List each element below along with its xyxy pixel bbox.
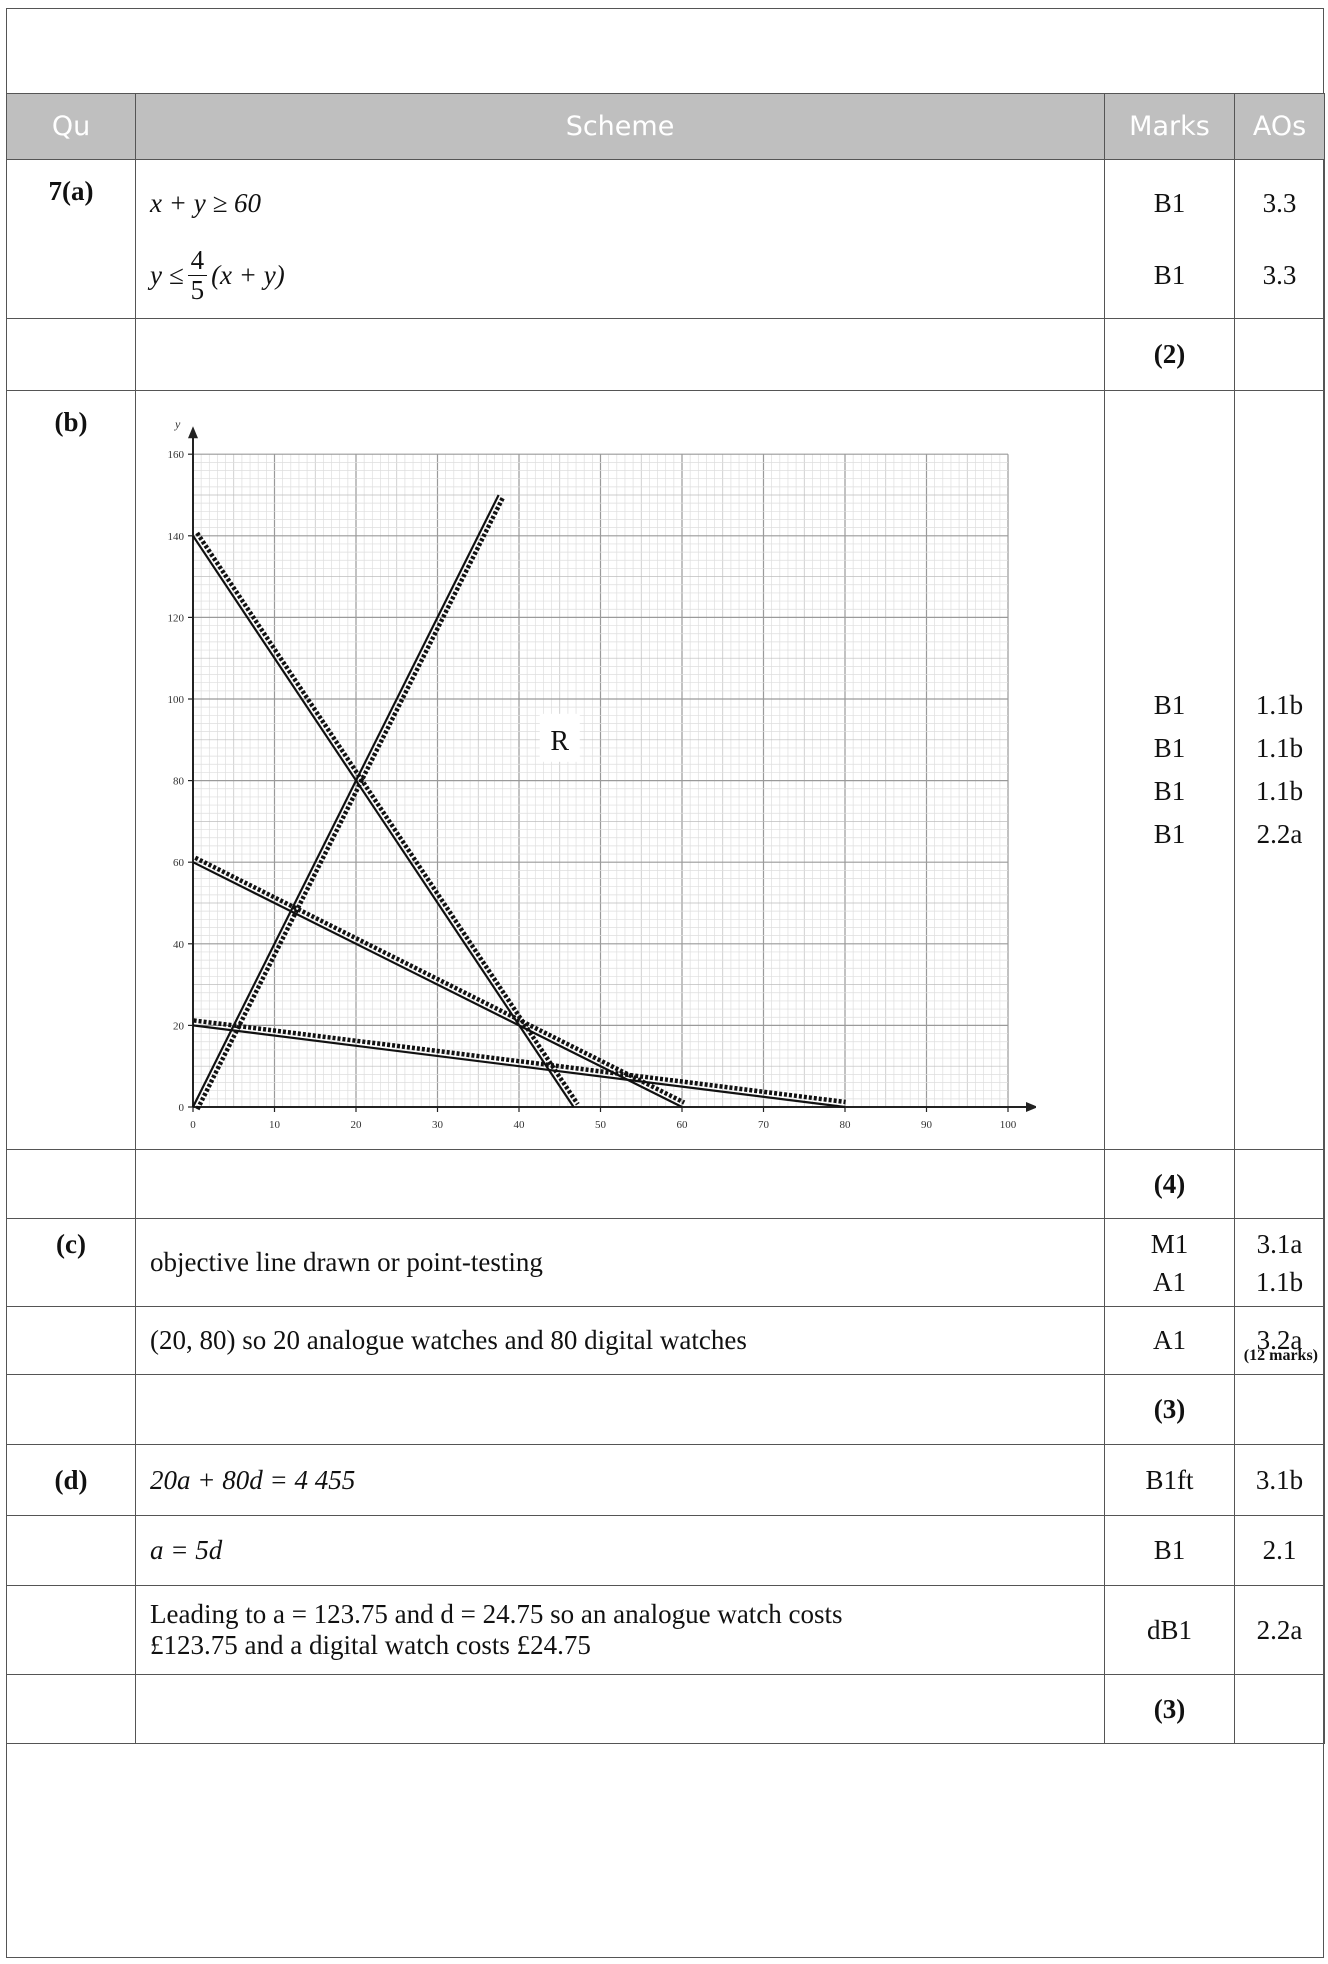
shaded-side (193, 1018, 846, 1105)
y-tick-label: 20 (173, 1020, 185, 1032)
part-b-subtotal: (4) (1104, 1149, 1235, 1219)
mark-scheme-table: Qu Scheme Marks AOs 7(a) x + y ≥ 60 y ≤ … (6, 93, 1325, 1744)
part-a-subtotal-row: (2) (6, 318, 1325, 391)
part-b-aos: 1.1b 1.1b 1.1b 2.2a (1234, 390, 1325, 1150)
part-a-line2: y ≤ 4 5 (x + y) (150, 245, 285, 305)
boundary-line (192, 535, 575, 1108)
part-a-marks: B1 B1 (1104, 159, 1235, 319)
part-d-line2: a = 5d (135, 1515, 1105, 1586)
part-a-aos: 3.3 3.3 (1234, 159, 1325, 319)
part-b-subtotal-row: (4) (6, 1149, 1325, 1219)
fraction: 4 5 (187, 246, 208, 304)
x-tick-label: 70 (758, 1119, 770, 1131)
part-c-label: (c) (6, 1218, 136, 1307)
part-c-row1: (c) objective line drawn or point-testin… (6, 1218, 1325, 1307)
boundary-line (192, 1024, 846, 1109)
part-a-line1: x + y ≥ 60 (150, 187, 262, 218)
total-marks: (12 marks) (1243, 1347, 1318, 1364)
header-aos: AOs (1234, 93, 1325, 160)
part-c-aos1: 3.1a 1.1b (1234, 1218, 1325, 1307)
part-a-row: 7(a) x + y ≥ 60 y ≤ 4 5 (x + y) B1 B1 3.… (6, 159, 1325, 319)
y-tick-label: 160 (168, 449, 185, 461)
part-c-subtotal-row: (3) (6, 1374, 1325, 1445)
shaded-side (194, 855, 686, 1105)
x-tick-label: 40 (514, 1119, 526, 1131)
part-d-mark3: dB1 (1104, 1585, 1235, 1675)
x-tick-label: 20 (351, 1119, 363, 1131)
part-b-marks: B1 B1 B1 B1 (1104, 390, 1235, 1150)
x-tick-label: 80 (840, 1119, 852, 1131)
part-d-mark2: B1 (1104, 1515, 1235, 1586)
x-tick-label: 50 (595, 1119, 607, 1131)
y-axis-arrow (188, 426, 198, 439)
y-tick-label: 140 (168, 531, 185, 543)
shaded-side (195, 496, 506, 1111)
boundary-line (192, 494, 500, 1108)
part-d-label: (d) (6, 1444, 136, 1516)
x-tick-label: 100 (1000, 1119, 1017, 1131)
x-tick-label: 90 (921, 1119, 933, 1131)
part-d-row3: Leading to a = 123.75 and d = 24.75 so a… (6, 1585, 1325, 1675)
part-d-ao2: 2.1 (1234, 1515, 1325, 1586)
part-d-mark1: B1ft (1104, 1444, 1235, 1516)
part-b-row: (b) 0 10 20 30 40 50 60 70 80 90 100 0 20 40 60 80 100 12… (6, 390, 1325, 1150)
part-c-marks1: M1 A1 (1104, 1218, 1235, 1307)
y-tick-label: 60 (173, 857, 185, 869)
y-tick-label: 80 (173, 776, 185, 788)
region-label-bg (539, 713, 580, 762)
y-tick-label: 120 (168, 612, 185, 624)
feasible-region-graph: 0 10 20 30 40 50 60 70 80 90 100 0 20 40 60 80 100 120 140… (168, 417, 1053, 1131)
boundary-line (192, 861, 683, 1108)
part-d-ao3: 2.2a (1234, 1585, 1325, 1675)
part-c-subtotal: (3) (1104, 1374, 1235, 1445)
part-d-line1: 20a + 80d = 4 455 (135, 1444, 1105, 1516)
part-d-line3: Leading to a = 123.75 and d = 24.75 so a… (135, 1585, 1105, 1675)
y-axis-label: y (174, 417, 181, 431)
part-a-scheme: x + y ≥ 60 y ≤ 4 5 (x + y) (135, 159, 1105, 319)
part-a-subtotal: (2) (1104, 318, 1235, 391)
part-b-label: (b) (6, 390, 136, 1150)
region-label: R (550, 726, 569, 757)
header-scheme: Scheme (135, 93, 1105, 160)
y-tick-label: 0 (179, 1102, 185, 1114)
part-d-ao1: 3.1b (1234, 1444, 1325, 1516)
x-axis-arrow (1026, 1102, 1038, 1112)
x-tick-label: 0 (190, 1119, 196, 1131)
part-c-line2: (20, 80) so 20 analogue watches and 80 d… (135, 1306, 1105, 1375)
header-marks: Marks (1104, 93, 1235, 160)
part-a-label: 7(a) (6, 159, 136, 319)
part-d-subtotal: (3) (1104, 1674, 1235, 1744)
y-tick-label: 100 (168, 694, 185, 706)
header-row: Qu Scheme Marks AOs (6, 93, 1325, 160)
y-tick-label: 40 (173, 939, 185, 951)
part-d-subtotal-row: (3) (6, 1674, 1325, 1744)
part-c-ao2: 3.2a (1234, 1306, 1325, 1375)
part-d-row2: a = 5d B1 2.1 (6, 1515, 1325, 1586)
part-c-line1: objective line drawn or point-testing (135, 1218, 1105, 1307)
part-d-row1: (d) 20a + 80d = 4 455 B1ft 3.1b (6, 1444, 1325, 1516)
x-tick-label: 30 (432, 1119, 444, 1131)
x-tick-label: 60 (677, 1119, 689, 1131)
part-c-row2: (20, 80) so 20 analogue watches and 80 d… (6, 1306, 1325, 1375)
part-b-graph-cell: 0 10 20 30 40 50 60 70 80 90 100 0 20 40 60 80 100 120 140… (135, 390, 1105, 1150)
total-marks-wrap: (12 marks) (6, 1337, 1324, 1365)
header-qu: Qu (6, 93, 136, 160)
shaded-side (195, 531, 580, 1106)
x-tick-label: 10 (269, 1119, 281, 1131)
